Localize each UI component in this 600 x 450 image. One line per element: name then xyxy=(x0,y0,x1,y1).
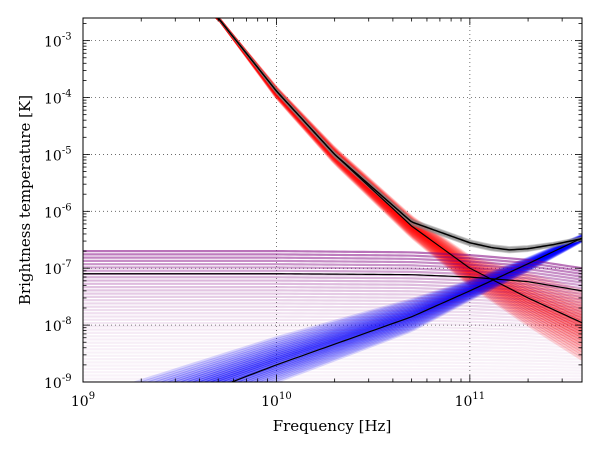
series-purple-sample-curve xyxy=(83,325,582,335)
series-blue-sample-curve xyxy=(159,234,582,382)
x-tick-label: 1010 xyxy=(261,391,292,410)
series-purple-sample-curve xyxy=(83,269,582,287)
series-blue-sample-curve xyxy=(165,235,582,382)
series-blue-sample-curve xyxy=(132,233,582,382)
y-axis-label: Brightness temperature [K] xyxy=(16,95,34,305)
series-blue-sample-curve xyxy=(184,235,582,382)
series-red-sample-curve xyxy=(215,18,582,307)
x-tick-labels: 109 1010 1011 xyxy=(71,391,485,410)
y-tick-label: 10-5 xyxy=(44,145,72,164)
series-purple-sample-curve xyxy=(83,344,582,352)
series-red-sample-curve xyxy=(214,18,582,355)
series-purple-sample-curve xyxy=(83,295,582,310)
series-purple-sample-curve xyxy=(83,318,582,330)
series-purple-sample-curve xyxy=(83,315,582,327)
series-blue-sample-curve xyxy=(267,239,582,382)
best-fit-lines xyxy=(83,18,582,382)
series-blue-sample-curve xyxy=(152,234,582,382)
series-purple-sample-curve xyxy=(83,321,582,332)
series-purple-sample-curve xyxy=(83,263,582,281)
series-purple-median-line xyxy=(83,273,582,292)
series-red-sample-curve xyxy=(214,18,582,341)
series-purple-sample-curve xyxy=(83,282,582,298)
series-purple-sample-curve xyxy=(83,367,582,372)
series-total-sample-curve xyxy=(217,18,582,249)
series-purple xyxy=(83,249,582,382)
series-total-sample-curve xyxy=(217,18,582,253)
series-purple-sample-curve xyxy=(83,338,582,347)
series-red-sample-curve xyxy=(214,18,582,361)
series-red-sample-curve xyxy=(214,18,582,344)
series-blue-sample-curve xyxy=(190,236,582,382)
series-total-line xyxy=(217,18,582,251)
series-purple-sample-curve xyxy=(83,249,582,270)
plot-frame xyxy=(82,17,583,383)
x-axis-label: Frequency [Hz] xyxy=(273,417,392,435)
series-blue-sample-curve xyxy=(196,236,582,382)
series-blue-sample-curve xyxy=(172,235,582,382)
series-red-sample-curve xyxy=(215,18,582,298)
x-tick-label: 109 xyxy=(71,391,95,410)
series-purple-sample-curve xyxy=(83,292,582,307)
y-tick-label: 10-9 xyxy=(44,373,72,392)
y-tick-label: 10-3 xyxy=(44,32,72,51)
series-purple-sample-curve xyxy=(83,354,582,361)
series-red-sample-curve xyxy=(215,18,582,296)
series-purple-sample-curve xyxy=(83,285,582,301)
series-blue-sample-curve xyxy=(241,238,582,382)
series-red-sample-curve xyxy=(214,18,582,310)
series-purple-sample-curve xyxy=(83,364,582,369)
series-purple-sample-curve xyxy=(83,305,582,318)
series-purple-sample-curve xyxy=(83,374,582,378)
y-tick-label: 10-6 xyxy=(44,202,72,221)
series-purple-sample-curve xyxy=(83,341,582,349)
series-purple-sample-curve xyxy=(83,279,582,295)
series-purple-sample-curve xyxy=(83,302,582,315)
series-red-sample-curve xyxy=(214,18,582,347)
series-purple-sample-curve xyxy=(83,259,582,278)
series-purple-sample-curve xyxy=(83,253,582,273)
series-red-sample-curve xyxy=(214,18,582,358)
series-purple-sample-curve xyxy=(83,256,582,275)
series-red-sample-curve xyxy=(215,18,582,304)
series-red-sample-curve xyxy=(214,18,582,353)
series-purple-sample-curve xyxy=(83,371,582,375)
series-purple-sample-curve xyxy=(83,361,582,367)
y-tick-label: 10-4 xyxy=(44,89,72,108)
series-purple-sample-curve xyxy=(83,312,582,324)
series-blue-sample-curve xyxy=(145,234,582,382)
series-total-sample-curve xyxy=(217,18,582,249)
series-purple-sample-curve xyxy=(83,266,582,284)
series-red-sample-curve xyxy=(215,18,582,293)
x-tick-label: 1011 xyxy=(455,391,486,410)
series-blue-sample-curve xyxy=(236,238,582,382)
series-blue-sample-curve xyxy=(247,238,582,382)
grid xyxy=(83,18,582,382)
series-total-sample-curve xyxy=(217,18,582,253)
series-purple-sample-curve xyxy=(83,299,582,312)
y-tick-label: 10-7 xyxy=(44,259,72,278)
series-purple-sample-curve xyxy=(83,348,582,355)
y-tick-labels: 10-9 10-8 10-7 10-6 10-5 10-4 10-3 xyxy=(44,32,72,392)
series-blue-sample-curve xyxy=(272,239,582,382)
series-purple-sample-curve xyxy=(83,308,582,321)
y-tick-label: 10-8 xyxy=(44,316,72,335)
tick-marks xyxy=(82,18,582,383)
series-blue-sample-curve xyxy=(231,237,582,382)
series-purple-sample-curve xyxy=(83,335,582,344)
series-purple-sample-curve xyxy=(83,289,582,304)
series-purple-sample-curve xyxy=(83,357,582,364)
series-red-sample-curve xyxy=(214,18,582,350)
series-red-sample-curve xyxy=(215,18,582,301)
series-purple-sample-curve xyxy=(83,351,582,358)
series-blue-sample-curve xyxy=(138,234,582,382)
series-blue-median-line xyxy=(229,237,582,382)
series-purple-sample-curve xyxy=(83,328,582,338)
series-blue-sample-curve xyxy=(178,235,582,382)
series-purple-sample-curve xyxy=(83,331,582,341)
plot-background xyxy=(83,18,582,382)
series-blue-sample-curve xyxy=(262,239,582,382)
